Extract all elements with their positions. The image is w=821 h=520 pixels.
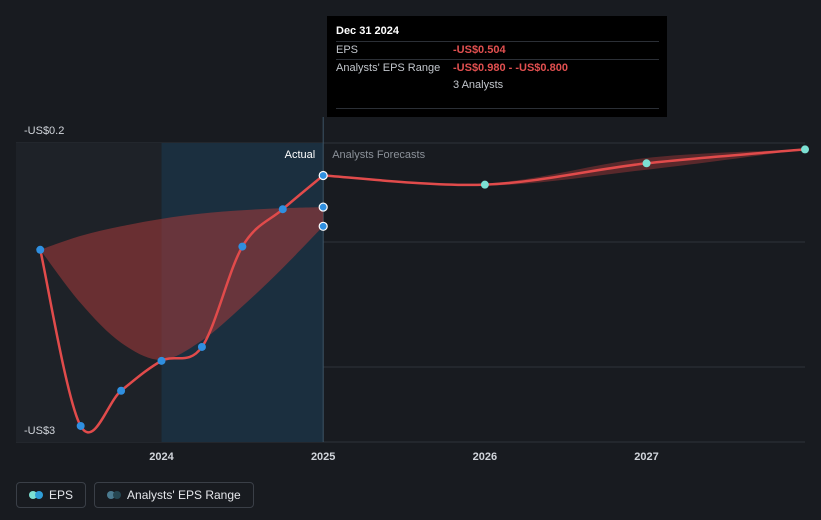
eps-actual-line: [39, 174, 324, 434]
range-legend-icon: [107, 491, 122, 499]
tooltip-eps-label: EPS: [336, 44, 359, 56]
eps-actual-point[interactable]: [76, 421, 85, 430]
eps-actual-point[interactable]: [117, 386, 126, 395]
eps-tooltip: Dec 31 2024 EPS -US$0.504 Analysts' EPS …: [327, 16, 667, 117]
x-tick-label: 2027: [634, 451, 658, 463]
tooltip-range-row: Analysts' EPS Range -US$0.980 - -US$0.80…: [336, 59, 659, 77]
eps-actual-point[interactable]: [36, 245, 45, 254]
range-marker-point[interactable]: [318, 202, 328, 212]
eps-legend-icon: [29, 491, 43, 499]
tooltip-analysts-count: 3 Analysts: [453, 79, 504, 91]
eps-actual-point[interactable]: [318, 170, 328, 181]
x-tick-label: 2025: [311, 451, 335, 463]
eps-forecast-point[interactable]: [642, 159, 651, 168]
eps-forecast-point[interactable]: [480, 180, 489, 189]
forecast-section-label: Analysts Forecasts: [332, 149, 425, 161]
tooltip-eps-row: EPS -US$0.504: [336, 41, 659, 59]
eps-actual-point[interactable]: [197, 342, 206, 351]
legend-eps-label: EPS: [49, 488, 74, 502]
y-axis-label-top: -US$0.2: [24, 125, 64, 137]
x-tick-label: 2024: [149, 451, 174, 463]
tooltip-divider: [336, 108, 659, 109]
tooltip-analysts-row: 3 Analysts: [336, 77, 659, 94]
tooltip-eps-value: -US$0.504: [453, 44, 506, 56]
x-tick-label: 2026: [473, 451, 497, 463]
tooltip-range-label: Analysts' EPS Range: [336, 62, 441, 74]
eps-actual-point[interactable]: [278, 205, 287, 214]
y-axis-label-bottom: -US$3: [24, 425, 55, 437]
eps-forecast-point[interactable]: [801, 145, 809, 154]
tooltip-range-value: -US$0.980 - -US$0.800: [453, 62, 568, 74]
actual-section-label: Actual: [285, 149, 316, 161]
chart-legend: EPS Analysts' EPS Range: [16, 482, 254, 508]
eps-actual-point[interactable]: [157, 356, 166, 365]
tooltip-date: Dec 31 2024: [336, 25, 399, 37]
legend-range-label: Analysts' EPS Range: [127, 488, 241, 502]
eps-actual-point[interactable]: [238, 242, 247, 251]
historical-range-area: [40, 207, 324, 360]
range-marker-point[interactable]: [318, 221, 328, 231]
legend-eps-button[interactable]: EPS: [16, 482, 87, 508]
legend-range-button[interactable]: Analysts' EPS Range: [94, 482, 254, 508]
eps-forecast-line: [323, 148, 806, 187]
